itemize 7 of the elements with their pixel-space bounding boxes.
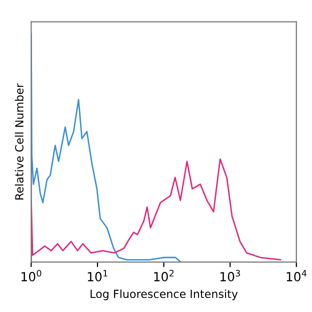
x-axis-title: Log Fluorescence Intensity (90, 289, 238, 300)
x-tick-label: 10$^{1}$ (88, 270, 108, 282)
x-tick-label: 10$^{4}$ (286, 270, 306, 282)
x-tick-label: 10$^{0}$ (22, 270, 42, 282)
x-tick-label: 10$^{2}$ (154, 270, 174, 282)
x-tick-label: 10$^{3}$ (220, 270, 240, 282)
y-axis-title: Relative Cell Number (14, 83, 24, 200)
